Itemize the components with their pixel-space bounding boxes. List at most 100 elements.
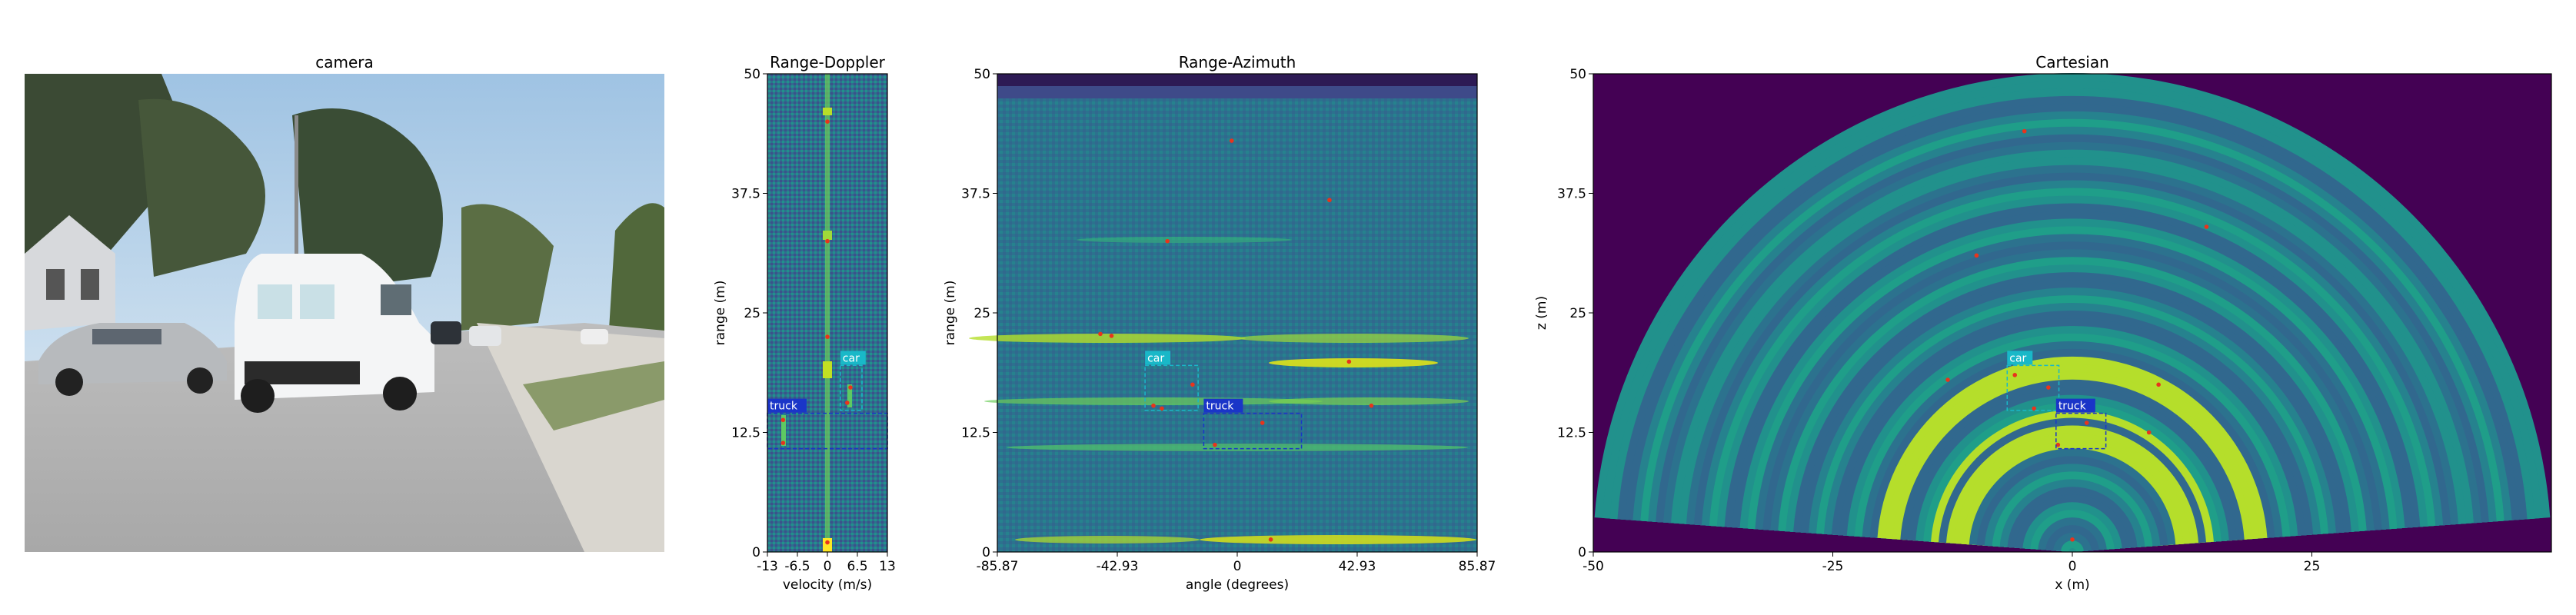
x-tick-label: -6.5 — [784, 559, 810, 574]
detection-point — [825, 238, 830, 244]
detection-point — [845, 401, 850, 405]
x-tick-label: -13 — [757, 559, 778, 574]
range-azimuth-ylabel: range (m) — [943, 281, 958, 346]
camera-image — [25, 74, 664, 552]
x-tick-label: 6.5 — [847, 559, 867, 574]
detection-point — [2032, 406, 2036, 411]
detection-point — [1190, 382, 1195, 387]
car-tag-label: car — [843, 352, 860, 364]
camera-panel: camera — [25, 53, 664, 552]
range-ring — [2068, 548, 2076, 552]
detection-point — [825, 540, 830, 545]
truck-tag-bg — [767, 398, 807, 413]
range-azimuth-title: Range-Azimuth — [1179, 53, 1296, 71]
x-tick-label: -85.87 — [977, 559, 1019, 574]
detection-point — [1229, 138, 1234, 143]
detection-point — [1098, 331, 1103, 337]
range-doppler-xlabel: velocity (m/s) — [783, 577, 872, 593]
y-tick-label: 0 — [982, 545, 990, 560]
detection-point — [1165, 238, 1170, 244]
detection-point — [1327, 198, 1332, 203]
detection-point — [1213, 442, 1217, 447]
x-tick-label: 25 — [2304, 559, 2321, 574]
y-tick-label: 37.5 — [961, 187, 990, 202]
truck-bounding-box — [1203, 412, 1303, 450]
cartesian-panel: Cartesian car truck -50 -25 0 25 0 12.5 25 37.5 5… — [1534, 53, 2552, 593]
y-tick-label: 12.5 — [1557, 426, 1586, 441]
truck-tag-label: truck — [1206, 401, 1234, 413]
detection-point — [2022, 128, 2027, 134]
detection-point — [2084, 421, 2089, 425]
range-azimuth-heatmap — [997, 74, 1477, 552]
detection-point — [1945, 377, 1950, 382]
x-tick-label: 13 — [879, 559, 896, 574]
detection-point — [780, 440, 786, 445]
detection-point — [848, 385, 853, 390]
range-azimuth-xlabel: angle (degrees) — [1186, 577, 1289, 593]
range-doppler-ylabel: range (m) — [713, 281, 728, 346]
car-tag-label: car — [2009, 352, 2026, 364]
camera-title: camera — [315, 53, 374, 71]
y-tick-label: 25 — [1569, 306, 1586, 321]
x-tick-label: -25 — [1822, 559, 1844, 574]
detection-point — [1109, 334, 1114, 338]
car-tag-bg — [1145, 351, 1171, 365]
truck-tag-bg — [2055, 398, 2095, 413]
y-tick-label: 50 — [1569, 67, 1586, 82]
car-tag-bg — [840, 351, 866, 365]
truck-tag-label: truck — [770, 401, 798, 413]
x-tick-label: 0 — [2068, 559, 2077, 574]
x-tick-label: 85.87 — [1459, 559, 1496, 574]
truck-tag-bg — [1203, 398, 1243, 413]
range-doppler-panel: Range-Doppler car truck -13 -6.5 0 6.5 13 0 12.… — [713, 53, 896, 593]
detection-point — [1369, 403, 1374, 408]
range-doppler-title: Range-Doppler — [770, 53, 885, 71]
range-doppler-bright-returns — [781, 74, 852, 552]
y-tick-label: 12.5 — [731, 426, 760, 441]
y-tick-label: 12.5 — [961, 426, 990, 441]
truck-tag-label: truck — [2058, 401, 2087, 413]
range-ring — [2061, 540, 2084, 552]
car-tag-label: car — [1147, 352, 1164, 364]
detection-point — [780, 417, 786, 423]
detection-point — [2156, 382, 2161, 387]
car-tag-bg — [2007, 351, 2033, 365]
detection-point — [1151, 403, 1156, 408]
detection-point — [2055, 442, 2061, 447]
cartesian-xlabel: x (m) — [2055, 577, 2089, 593]
truck-bounding-box — [2055, 412, 2107, 450]
detection-point — [1268, 537, 1273, 542]
x-tick-label: 42.93 — [1339, 559, 1376, 574]
cartesian-fan — [1594, 73, 2551, 553]
x-tick-label: -50 — [1583, 559, 1604, 574]
detection-point — [2046, 385, 2051, 390]
detection-point — [2204, 224, 2209, 229]
y-tick-label: 25 — [973, 306, 990, 321]
y-tick-label: 50 — [973, 67, 990, 82]
detection-point — [2146, 430, 2152, 435]
y-tick-label: 37.5 — [1557, 187, 1586, 202]
cartesian-title: Cartesian — [2035, 53, 2109, 71]
x-tick-label: 0 — [824, 559, 832, 574]
x-tick-label: -42.93 — [1097, 559, 1139, 574]
detection-point — [2012, 373, 2018, 377]
detection-point — [825, 119, 830, 124]
cartesian-ylabel: z (m) — [1534, 296, 1549, 330]
car-bounding-box — [2006, 364, 2060, 411]
range-azimuth-bright-bands — [969, 74, 1477, 544]
detection-point — [1346, 359, 1352, 364]
detection-point — [2070, 537, 2075, 542]
y-tick-label: 0 — [1578, 545, 1586, 560]
x-tick-label: 0 — [1233, 559, 1242, 574]
y-tick-label: 0 — [752, 545, 760, 560]
car-bounding-box — [1144, 364, 1199, 411]
detection-point — [1260, 421, 1265, 425]
detection-point — [825, 334, 830, 339]
y-tick-label: 37.5 — [731, 187, 760, 202]
range-azimuth-panel: Range-Azimuth car truck -85.87 -42.93 0 42.9… — [943, 53, 1496, 593]
y-tick-label: 50 — [744, 67, 760, 82]
car-bounding-box — [840, 364, 863, 411]
detection-point — [1160, 406, 1164, 411]
y-tick-label: 25 — [744, 306, 760, 321]
